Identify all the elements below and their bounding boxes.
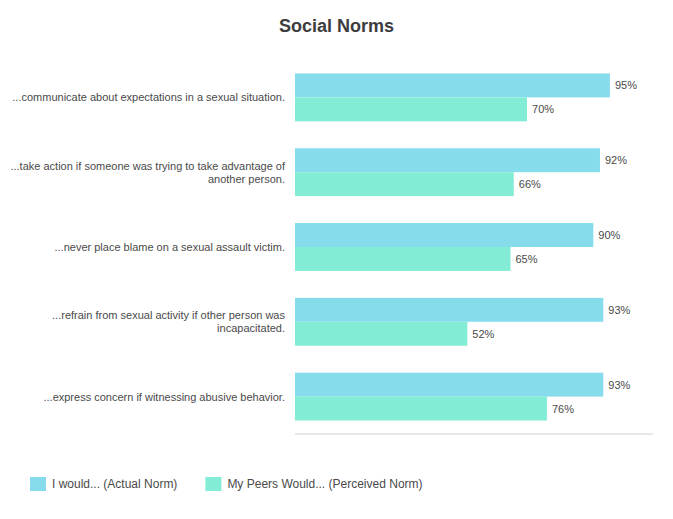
category-label-line: ...never place blame on a sexual assault… bbox=[54, 241, 285, 253]
category-label: ...express concern if witnessing abusive… bbox=[43, 391, 285, 403]
bar bbox=[295, 322, 467, 346]
category-label-line: ...express concern if witnessing abusive… bbox=[43, 391, 285, 403]
category-label-line: ...communicate about expectations in a s… bbox=[12, 91, 285, 103]
bar bbox=[295, 298, 603, 322]
legend-label: My Peers Would... (Perceived Norm) bbox=[227, 477, 422, 491]
legend-swatch bbox=[205, 477, 221, 491]
category-label: ...refrain from sexual activity if other… bbox=[52, 309, 285, 334]
x-axis-line bbox=[295, 434, 653, 435]
data-label: 93% bbox=[608, 379, 630, 391]
category-label-line: ...refrain from sexual activity if other… bbox=[52, 309, 285, 321]
legend-label: I would... (Actual Norm) bbox=[52, 477, 177, 491]
data-label: 95% bbox=[615, 79, 637, 91]
category-label: ...take action if someone was trying to … bbox=[10, 160, 285, 185]
data-labels: 95% 92% 90% 93% 93% 70% 66% 65% 52% 76% bbox=[472, 79, 637, 414]
bar bbox=[295, 73, 610, 97]
bars bbox=[295, 73, 610, 420]
data-label: 92% bbox=[605, 154, 627, 166]
bar bbox=[295, 397, 547, 421]
bar bbox=[295, 148, 600, 172]
data-label: 93% bbox=[608, 304, 630, 316]
data-label: 90% bbox=[598, 229, 620, 241]
category-label-line: another person. bbox=[208, 173, 285, 185]
category-label-line: ...take action if someone was trying to … bbox=[10, 160, 285, 172]
data-label: 52% bbox=[472, 328, 494, 340]
bar bbox=[295, 373, 603, 397]
category-label: ...never place blame on a sexual assault… bbox=[54, 241, 285, 253]
data-label: 66% bbox=[519, 178, 541, 190]
legend-swatch bbox=[30, 477, 46, 491]
bar bbox=[295, 247, 510, 271]
category-label-line: incapacitated. bbox=[217, 322, 285, 334]
bar bbox=[295, 223, 593, 247]
chart: Social Norms ...communicate about expecta… bbox=[0, 0, 673, 519]
data-label: 65% bbox=[515, 253, 537, 265]
data-label: 70% bbox=[532, 103, 554, 115]
bar bbox=[295, 172, 514, 196]
category-label: ...communicate about expectations in a s… bbox=[12, 91, 285, 103]
data-label: 76% bbox=[552, 403, 574, 415]
title: Social Norms bbox=[279, 16, 394, 36]
bar bbox=[295, 97, 527, 121]
legend: I would... (Actual Norm) My Peers Would..… bbox=[30, 477, 423, 491]
